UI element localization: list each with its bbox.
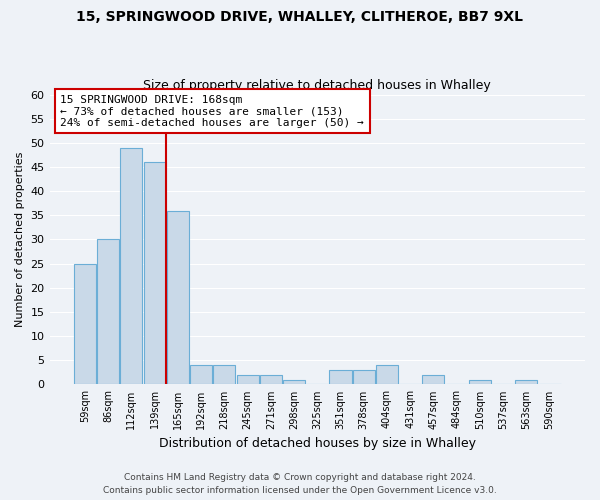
Bar	[422, 375, 445, 384]
Bar	[329, 370, 352, 384]
Bar	[190, 365, 212, 384]
Bar	[143, 162, 166, 384]
Bar	[213, 365, 235, 384]
Bar	[167, 210, 189, 384]
Bar	[121, 148, 142, 384]
Title: Size of property relative to detached houses in Whalley: Size of property relative to detached ho…	[143, 79, 491, 92]
Bar	[97, 240, 119, 384]
Bar	[376, 365, 398, 384]
Bar	[74, 264, 96, 384]
Y-axis label: Number of detached properties: Number of detached properties	[15, 152, 25, 327]
Bar	[469, 380, 491, 384]
Bar	[260, 375, 282, 384]
X-axis label: Distribution of detached houses by size in Whalley: Distribution of detached houses by size …	[159, 437, 476, 450]
Text: 15 SPRINGWOOD DRIVE: 168sqm
← 73% of detached houses are smaller (153)
24% of se: 15 SPRINGWOOD DRIVE: 168sqm ← 73% of det…	[60, 94, 364, 128]
Text: 15, SPRINGWOOD DRIVE, WHALLEY, CLITHEROE, BB7 9XL: 15, SPRINGWOOD DRIVE, WHALLEY, CLITHEROE…	[77, 10, 523, 24]
Bar	[515, 380, 538, 384]
Bar	[236, 375, 259, 384]
Bar	[283, 380, 305, 384]
Bar	[353, 370, 375, 384]
Text: Contains HM Land Registry data © Crown copyright and database right 2024.
Contai: Contains HM Land Registry data © Crown c…	[103, 473, 497, 495]
